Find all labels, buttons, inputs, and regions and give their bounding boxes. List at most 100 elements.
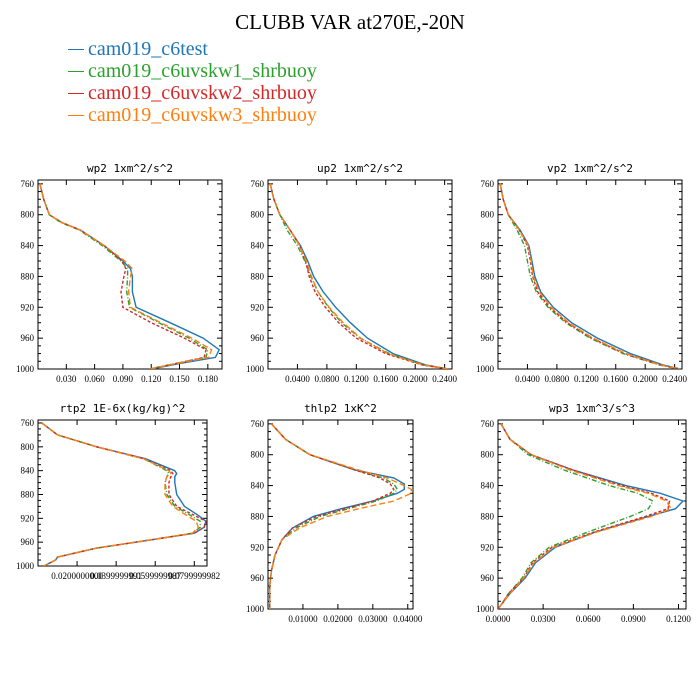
y-tick-label: 840: [21, 466, 35, 476]
x-tick-label: 0.120: [141, 374, 162, 384]
x-tick-label: 0.2400: [662, 374, 687, 384]
x-tick-label: 0.0200000000: [51, 571, 103, 581]
x-tick-label: 0.02000: [323, 614, 353, 624]
y-tick-label: 880: [481, 271, 495, 281]
x-tick-label: 0.1200: [344, 374, 369, 384]
series-line: [269, 423, 399, 609]
chart-panel: wp3 1xm^3/s^3 760 800 840 880 920 960 10000.000…: [476, 402, 691, 624]
series-line: [269, 183, 449, 369]
y-tick-label: 760: [21, 179, 35, 189]
y-tick-label: 880: [251, 511, 265, 521]
y-tick-label: 800: [481, 210, 495, 220]
y-tick-label: 880: [21, 271, 35, 281]
x-tick-label: 0.180: [198, 374, 219, 384]
legend-swatch: [68, 49, 84, 50]
panel-title: wp2 1xm^2/s^2: [87, 162, 173, 175]
x-tick-label: 0.0800: [315, 374, 340, 384]
x-tick-label: 0.0300: [531, 614, 556, 624]
x-tick-label: 0.1200: [666, 614, 691, 624]
y-tick-label: 960: [251, 573, 265, 583]
legend-label: cam019_c6uvskw2_shrbuoy: [88, 82, 317, 104]
x-tick-label: 0.0600: [576, 614, 601, 624]
legend-swatch: [68, 115, 84, 116]
y-tick-label: 760: [481, 179, 495, 189]
y-tick-label: 960: [21, 537, 35, 547]
x-tick-label: 0.030: [56, 374, 77, 384]
x-tick-label: 0.060: [84, 374, 105, 384]
legend-label: cam019_c6test: [88, 38, 208, 60]
plot-frame: [497, 179, 683, 370]
series-line: [269, 423, 412, 609]
legend-item: cam019_c6uvskw2_shrbuoy: [68, 82, 317, 104]
x-tick-label: 0.0399999991: [90, 571, 142, 581]
figure-title: CLUBB VAR at270E,-20N: [235, 10, 465, 34]
y-tick-label: 920: [481, 302, 495, 312]
plot-frame: [497, 419, 687, 610]
y-tick-label: 960: [251, 333, 265, 343]
chart-panel: thlp2 1xK^2 760 800 840 880 920 960 1000 0.01000…: [246, 402, 423, 624]
series-line: [498, 423, 654, 609]
x-tick-label: 0.0800: [545, 374, 570, 384]
legend-item: cam019_c6test: [68, 38, 317, 60]
x-tick-label: 0.0000: [486, 614, 511, 624]
chart-panel: wp2 1xm^2/s^2 760 800 840 880 920 960 1000 0.030…: [16, 162, 223, 384]
series-line: [269, 183, 449, 369]
plot-frame: [37, 179, 223, 370]
y-tick-label: 840: [481, 241, 495, 251]
y-tick-label: 920: [251, 302, 265, 312]
y-tick-label: 920: [21, 513, 35, 523]
x-tick-label: 0.150: [169, 374, 190, 384]
y-tick-label: 1000: [476, 364, 495, 374]
x-tick-label: 0.04000: [393, 614, 423, 624]
y-tick-label: 960: [21, 333, 35, 343]
x-tick-label: 0.1600: [603, 374, 628, 384]
legend-label: cam019_c6uvskw3_shrbuoy: [88, 104, 317, 126]
series-line: [39, 183, 221, 369]
y-tick-label: 800: [21, 210, 35, 220]
panel-title: thlp2 1xK^2: [304, 402, 377, 415]
y-tick-label: 960: [481, 333, 495, 343]
legend: cam019_c6test cam019_c6uvskw1_shrbuoy ca…: [68, 38, 317, 126]
series-line: [41, 422, 199, 566]
x-tick-label: 0.0799999982: [168, 571, 220, 581]
series-line: [39, 183, 207, 369]
y-tick-label: 1000: [476, 604, 495, 614]
y-tick-label: 960: [481, 573, 495, 583]
plot-frame: [37, 419, 208, 567]
y-tick-label: 800: [481, 450, 495, 460]
y-tick-label: 760: [251, 179, 265, 189]
series-line: [269, 423, 395, 609]
panel-title: rtp2 1E-6x(kg/kg)^2: [60, 402, 186, 415]
y-tick-label: 760: [21, 418, 35, 428]
series-line: [499, 183, 680, 369]
x-tick-label: 0.0599999987: [129, 571, 181, 581]
legend-item: cam019_c6uvskw1_shrbuoy: [68, 60, 317, 82]
y-tick-label: 880: [251, 271, 265, 281]
x-tick-label: 0.03000: [358, 614, 388, 624]
panel-title: up2 1xm^2/s^2: [317, 162, 403, 175]
y-tick-label: 800: [251, 450, 265, 460]
legend-swatch: [68, 93, 84, 94]
y-tick-label: 1000: [16, 561, 35, 571]
y-tick-label: 840: [251, 241, 265, 251]
x-tick-label: 0.2400: [432, 374, 457, 384]
x-tick-label: 0.2000: [633, 374, 658, 384]
series-line: [498, 423, 673, 609]
x-tick-label: 0.0900: [621, 614, 646, 624]
series-line: [499, 183, 681, 369]
legend-item: cam019_c6uvskw3_shrbuoy: [68, 104, 317, 126]
y-tick-label: 800: [251, 210, 265, 220]
y-tick-label: 1000: [246, 364, 265, 374]
chart-panel: vp2 1xm^2/s^2 760 800 840 880 920 960 1000 0.040…: [476, 162, 688, 384]
panel-title: vp2 1xm^2/s^2: [547, 162, 633, 175]
chart-panel: rtp2 1E-6x(kg/kg)^2 760 800 840 880 920 960 100…: [16, 402, 220, 581]
x-tick-label: 0.0400: [515, 374, 540, 384]
y-tick-label: 880: [481, 511, 495, 521]
x-tick-label: 0.2000: [403, 374, 428, 384]
legend-swatch: [68, 71, 84, 72]
series-line: [498, 423, 685, 609]
x-tick-label: 0.01000: [288, 614, 318, 624]
y-tick-label: 840: [21, 241, 35, 251]
series-line: [499, 183, 680, 369]
